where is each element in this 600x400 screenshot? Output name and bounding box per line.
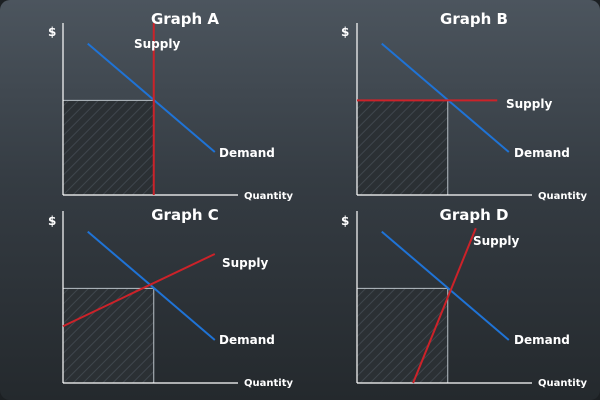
x-axis-label: Quantity [244,191,293,202]
demand-curve [381,230,510,341]
supply-label: Supply [506,97,552,111]
supply-curve [412,227,477,384]
graph-title: Graph B [440,10,508,28]
demand-label: Demand [219,146,275,160]
y-axis-label: $ [341,25,349,39]
graph-c: Graph C $ Quantity Supply Demand [48,206,293,389]
graph-b: Graph B $ Quantity Supply Demand [341,10,587,202]
demand-curve [87,42,216,153]
demand-label: Demand [219,333,275,347]
supply-label: Supply [134,37,180,51]
demand-curve [381,42,510,153]
graph-d: Graph D $ Quantity Supply Demand [341,206,587,389]
supply-label: Supply [222,256,268,270]
x-axis-label: Quantity [538,191,587,202]
supply-curve [62,253,216,328]
demand-curve [87,230,216,341]
graph-title: Graph C [151,206,218,224]
shaded-revenue-area [357,288,448,383]
demand-label: Demand [514,333,570,347]
x-axis-label: Quantity [538,378,587,389]
shaded-revenue-area [63,100,154,195]
supply-label: Supply [473,234,519,248]
y-axis-label: $ [341,214,349,228]
shaded-revenue-area [357,100,448,195]
shaded-revenue-area [63,288,154,383]
demand-label: Demand [514,146,570,160]
y-axis-label: $ [48,214,56,228]
graph-a: Graph A $ Quantity Supply Demand [48,10,293,202]
x-axis-label: Quantity [244,378,293,389]
y-axis-label: $ [48,25,56,39]
graph-title: Graph A [151,10,219,28]
graph-title: Graph D [440,206,509,224]
